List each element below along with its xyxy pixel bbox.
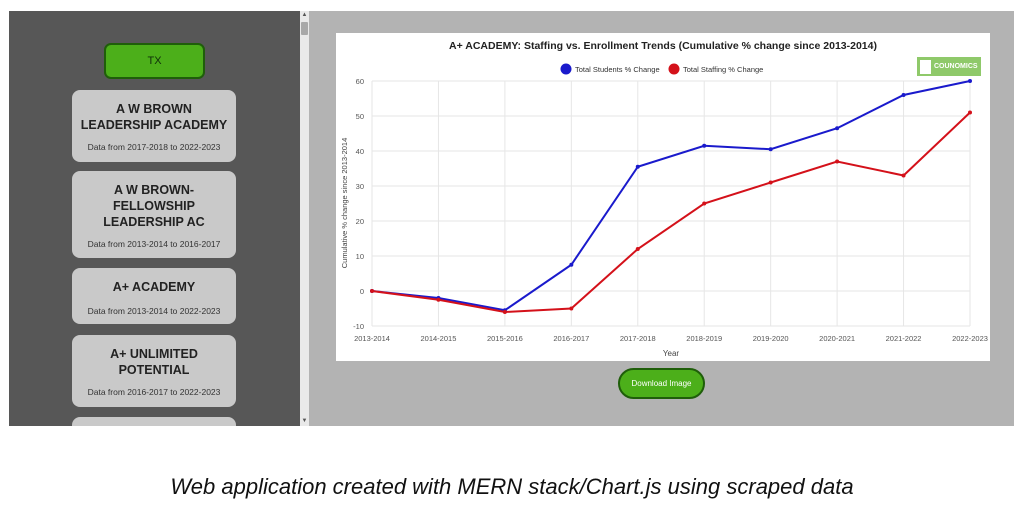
data-point bbox=[901, 93, 906, 97]
legend-swatch bbox=[668, 63, 680, 75]
data-point bbox=[835, 159, 840, 164]
x-axis-label: Year bbox=[663, 349, 680, 358]
legend-swatch bbox=[560, 63, 572, 75]
data-point bbox=[835, 126, 840, 131]
x-tick-label: 2020-2021 bbox=[819, 334, 855, 343]
school-name: A W BROWN LEADERSHIP ACADEMY bbox=[80, 102, 228, 132]
y-tick-label: -10 bbox=[353, 322, 364, 331]
scroll-up-arrow-icon[interactable]: ▲ bbox=[301, 12, 308, 18]
legend-label: Total Students % Change bbox=[575, 65, 660, 74]
series-line-1 bbox=[371, 111, 971, 314]
y-tick-label: 20 bbox=[356, 217, 364, 226]
y-axis-label: Cumulative % change since 2013-2014 bbox=[340, 138, 349, 269]
x-tick-label: 2019-2020 bbox=[753, 334, 789, 343]
data-point bbox=[702, 143, 707, 148]
school-name: A+ ACADEMY bbox=[112, 280, 196, 294]
y-tick-label: 60 bbox=[356, 77, 364, 86]
school-data-range: Data from 2017-2018 to 2022-2023 bbox=[87, 142, 221, 152]
school-card-a-plus-unlimited-potential[interactable]: A+ UNLIMITED POTENTIAL Data from 2016-20… bbox=[72, 335, 236, 407]
data-point bbox=[635, 247, 640, 251]
school-card-partial[interactable] bbox=[72, 417, 236, 426]
school-card-aw-brown-leadership-academy[interactable]: A W BROWN LEADERSHIP ACADEMY Data from 2… bbox=[72, 90, 236, 162]
data-point bbox=[569, 262, 574, 267]
logo-text: COUNOMICS bbox=[934, 63, 978, 70]
scroll-down-arrow-icon[interactable]: ▼ bbox=[301, 418, 308, 424]
school-card-aw-brown-fellowship[interactable]: A W BROWN-FELLOWSHIP LEADERSHIP AC Data … bbox=[72, 171, 236, 258]
chart-title: A+ ACADEMY: Staffing vs. Enrollment Tren… bbox=[449, 40, 877, 52]
data-point bbox=[635, 164, 640, 169]
series-line-0 bbox=[371, 80, 971, 312]
school-data-range: Data from 2016-2017 to 2022-2023 bbox=[87, 387, 221, 397]
line-chart: 60 50 40 30 20 10 0 -10 2013-2014 2014-2015 2015-2… bbox=[340, 40, 988, 358]
legend-label: Total Staffing % Change bbox=[683, 65, 763, 74]
data-point bbox=[901, 173, 906, 178]
school-card-a-plus-academy[interactable]: A+ ACADEMY Data from 2013-2014 to 2022-2… bbox=[72, 268, 236, 324]
y-tick-label: 10 bbox=[356, 252, 364, 261]
school-data-range: Data from 2013-2014 to 2022-2023 bbox=[87, 306, 221, 316]
y-tick-label: 40 bbox=[356, 147, 364, 156]
app-window: TX A W BROWN LEADERSHIP ACADEMY Data fro… bbox=[9, 11, 1014, 426]
logo-mark-icon bbox=[920, 59, 931, 74]
data-point bbox=[768, 180, 773, 185]
x-tick-label: 2015-2016 bbox=[487, 334, 523, 343]
chart-panel: 60 50 40 30 20 10 0 -10 2013-2014 2014-2015 2015-2… bbox=[336, 33, 990, 361]
school-name: A+ UNLIMITED POTENTIAL bbox=[110, 347, 198, 377]
x-tick-label: 2013-2014 bbox=[354, 334, 390, 343]
x-tick-label: 2017-2018 bbox=[620, 334, 656, 343]
economics-logo-badge: COUNOMICS bbox=[917, 57, 981, 76]
data-point bbox=[968, 110, 972, 115]
school-sidebar: TX A W BROWN LEADERSHIP ACADEMY Data fro… bbox=[9, 11, 300, 426]
data-point bbox=[569, 306, 574, 311]
x-tick-label: 2022-2023 bbox=[952, 334, 988, 343]
state-tx-button[interactable]: TX bbox=[104, 43, 205, 79]
school-data-range: Data from 2013-2014 to 2016-2017 bbox=[87, 239, 221, 249]
download-image-button[interactable]: Download Image bbox=[618, 368, 705, 399]
y-tick-label: 0 bbox=[360, 287, 364, 296]
x-tick-label: 2016-2017 bbox=[553, 334, 589, 343]
data-point bbox=[436, 297, 441, 302]
data-point bbox=[502, 310, 507, 314]
data-point bbox=[968, 79, 972, 83]
y-tick-label: 30 bbox=[356, 182, 364, 191]
sidebar-scrollbar[interactable]: ▲ ▼ bbox=[300, 11, 309, 426]
school-name: A W BROWN-FELLOWSHIP LEADERSHIP AC bbox=[103, 183, 205, 229]
data-point bbox=[370, 289, 374, 293]
x-tick-label: 2014-2015 bbox=[421, 334, 457, 343]
data-point bbox=[702, 201, 707, 206]
caption-text: Web application created with MERN stack/… bbox=[170, 474, 854, 499]
x-tick-label: 2021-2022 bbox=[886, 334, 922, 343]
x-tick-label: 2018-2019 bbox=[686, 334, 722, 343]
y-tick-label: 50 bbox=[356, 112, 364, 121]
data-point bbox=[768, 147, 773, 152]
scroll-thumb[interactable] bbox=[301, 22, 308, 35]
